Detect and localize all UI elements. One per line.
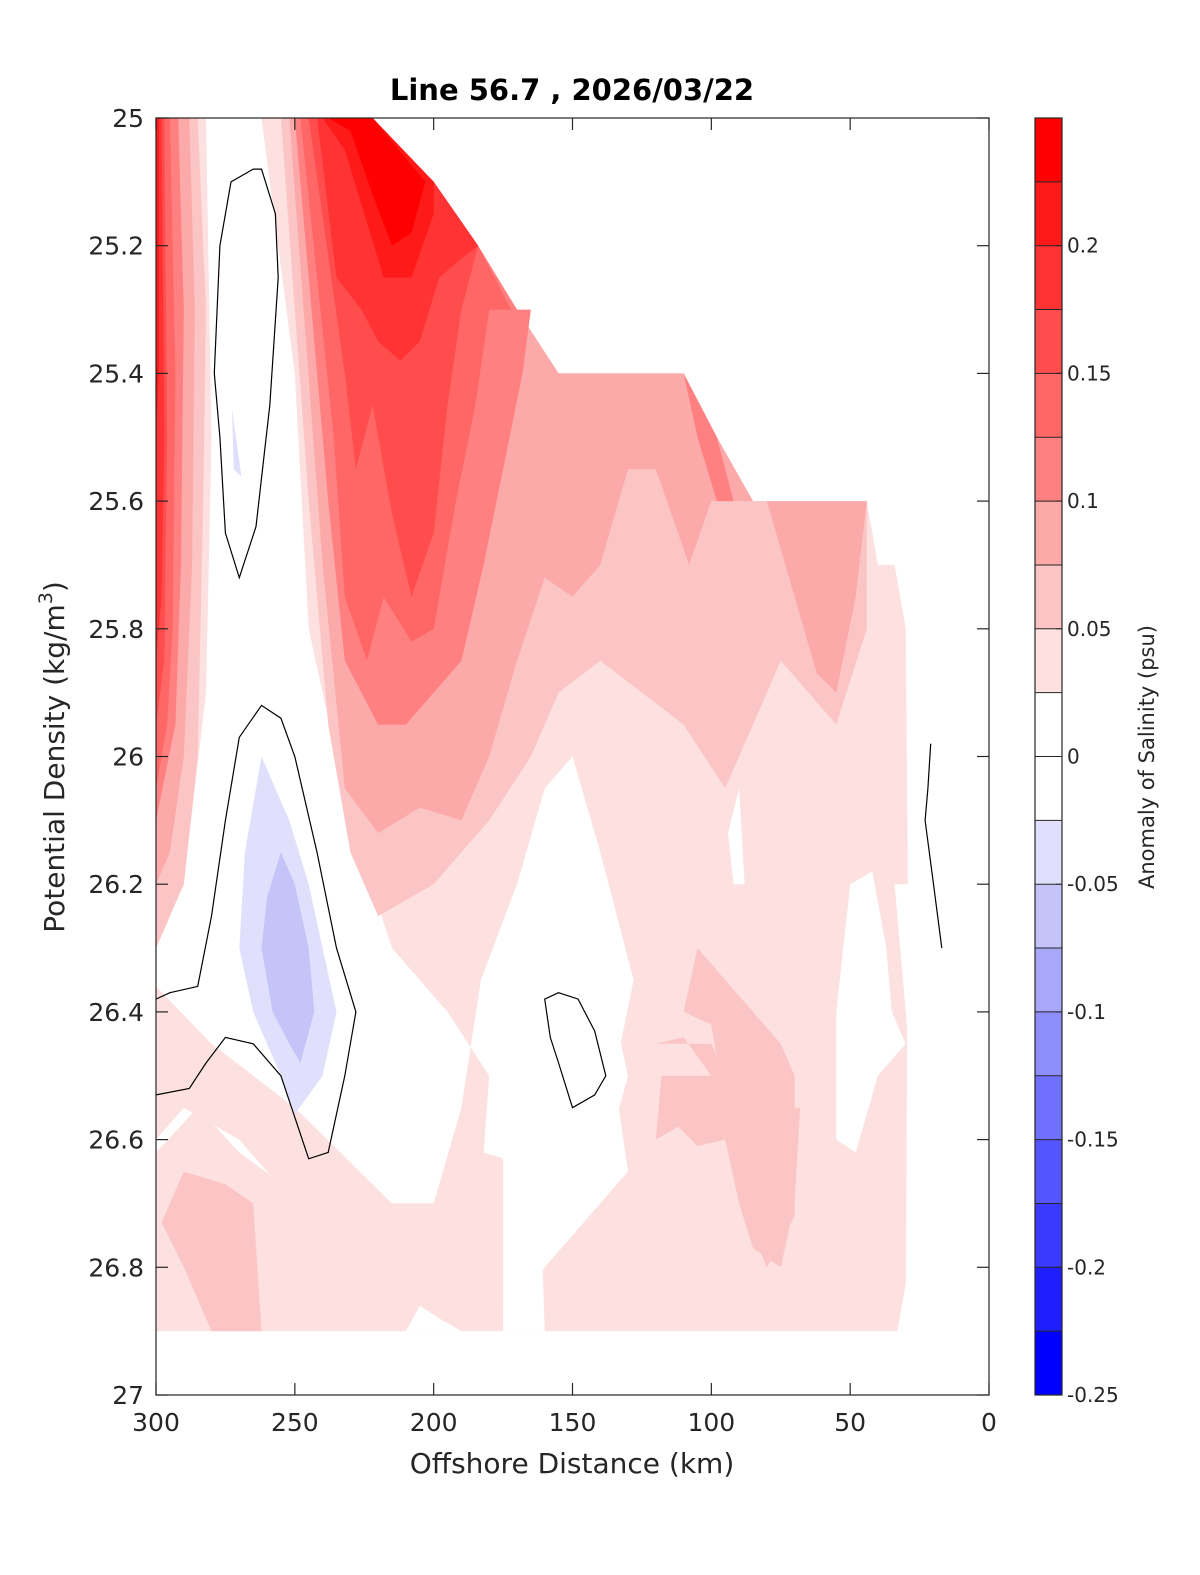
colorbar-swatch bbox=[1035, 884, 1062, 949]
contour-band bbox=[405, 1305, 462, 1332]
y-axis-label-text: Potential Density (kg/m bbox=[38, 604, 71, 933]
contour-band bbox=[503, 948, 545, 1332]
colorbar-tick-label: -0.2 bbox=[1067, 1255, 1106, 1279]
y-tick-label: 25.8 bbox=[88, 615, 144, 644]
colorbar-tick-label: 0.1 bbox=[1067, 489, 1099, 513]
colorbar-tick-label: 0.15 bbox=[1067, 361, 1112, 385]
colorbar-swatch bbox=[1035, 820, 1062, 885]
colorbar-swatch bbox=[1035, 181, 1062, 246]
colorbar-swatch bbox=[1035, 564, 1062, 629]
zero-contour-line bbox=[213, 168, 279, 580]
colorbar-swatch bbox=[1035, 756, 1062, 821]
colorbar-tick-label: 0.2 bbox=[1067, 234, 1099, 258]
y-tick-label: 27 bbox=[112, 1381, 144, 1410]
colorbar-tick-label: -0.15 bbox=[1067, 1128, 1119, 1152]
zero-contour-line bbox=[156, 704, 357, 1160]
colorbar-tick-label: -0.25 bbox=[1067, 1383, 1119, 1407]
y-tick-label: 26 bbox=[112, 743, 144, 772]
chart-title: Line 56.7 , 2026/03/22 bbox=[390, 73, 754, 107]
contour-band bbox=[766, 501, 867, 693]
colorbar-swatch bbox=[1035, 1331, 1062, 1395]
x-tick-label: 250 bbox=[271, 1408, 319, 1437]
x-tick-label: 0 bbox=[981, 1408, 997, 1437]
colorbar-swatch bbox=[1035, 948, 1062, 1012]
y-tick-label: 25.6 bbox=[88, 487, 144, 516]
contour-band bbox=[683, 373, 734, 502]
zero-contour-line bbox=[924, 743, 943, 949]
colorbar-swatch bbox=[1035, 1011, 1062, 1076]
zero-contour-lines bbox=[156, 168, 943, 1160]
colorbar-swatch bbox=[1035, 309, 1062, 374]
y-axis-label-superscript: 3 bbox=[35, 592, 57, 604]
y-axis-label-close: ) bbox=[38, 581, 71, 592]
y-tick-label: 25.2 bbox=[88, 232, 144, 261]
contour-band bbox=[683, 948, 795, 1268]
contour-band bbox=[161, 1171, 262, 1332]
y-tick-label: 26.6 bbox=[88, 1126, 144, 1155]
x-tick-label: 150 bbox=[549, 1408, 597, 1437]
colorbar-swatch bbox=[1035, 501, 1062, 565]
colorbar-tick-label: 0 bbox=[1067, 745, 1080, 769]
colorbar: 0.2 0.15 0.1 0.05 0 -0.05 -0.1 -0.15 -0.2 -0.25 bbox=[1034, 117, 1119, 1407]
colorbar-swatch bbox=[1035, 118, 1062, 182]
contour-band bbox=[222, 169, 279, 585]
x-tick-label: 100 bbox=[687, 1408, 735, 1437]
contour-band bbox=[728, 788, 745, 885]
zero-contour-line bbox=[544, 992, 607, 1109]
colorbar-tick-label: -0.1 bbox=[1067, 1000, 1106, 1024]
y-axis: 25 25.2 25.4 25.6 25.8 26 26.2 26.4 26.6 26.8 27 bbox=[88, 104, 989, 1410]
colorbar-swatch bbox=[1035, 245, 1062, 310]
y-tick-label: 26.4 bbox=[88, 998, 144, 1027]
contour-band bbox=[156, 118, 159, 438]
contour-band bbox=[261, 852, 315, 1063]
x-tick-label: 50 bbox=[834, 1408, 866, 1437]
filled-contours bbox=[156, 118, 989, 1332]
x-axis-label: Offshore Distance (km) bbox=[410, 1447, 735, 1480]
colorbar-swatch bbox=[1035, 373, 1062, 438]
x-tick-label: 200 bbox=[410, 1408, 458, 1437]
colorbar-swatch bbox=[1035, 437, 1062, 502]
contour-band bbox=[328, 118, 426, 246]
x-axis: 300 250 200 150 100 50 0 bbox=[132, 118, 997, 1437]
colorbar-swatch bbox=[1035, 692, 1062, 757]
x-tick-label: 300 bbox=[132, 1408, 180, 1437]
colorbar-swatch bbox=[1035, 1075, 1062, 1140]
colorbar-swatch bbox=[1035, 1139, 1062, 1204]
colorbar-swatch bbox=[1035, 628, 1062, 693]
y-tick-label: 26.8 bbox=[88, 1253, 144, 1282]
y-axis-label: Potential Density (kg/m3) bbox=[35, 581, 71, 933]
y-tick-label: 25 bbox=[112, 104, 144, 133]
y-tick-label: 26.2 bbox=[88, 870, 144, 899]
y-tick-label: 25.4 bbox=[88, 359, 144, 388]
colorbar-label: Anomaly of Salinity (psu) bbox=[1135, 625, 1159, 889]
colorbar-tick-label: -0.05 bbox=[1067, 872, 1119, 896]
colorbar-tick-label: 0.05 bbox=[1067, 617, 1112, 641]
colorbar-swatch bbox=[1035, 1267, 1062, 1332]
contour-band bbox=[905, 501, 989, 1332]
contour-band bbox=[836, 871, 906, 1153]
colorbar-swatch bbox=[1035, 1203, 1062, 1268]
